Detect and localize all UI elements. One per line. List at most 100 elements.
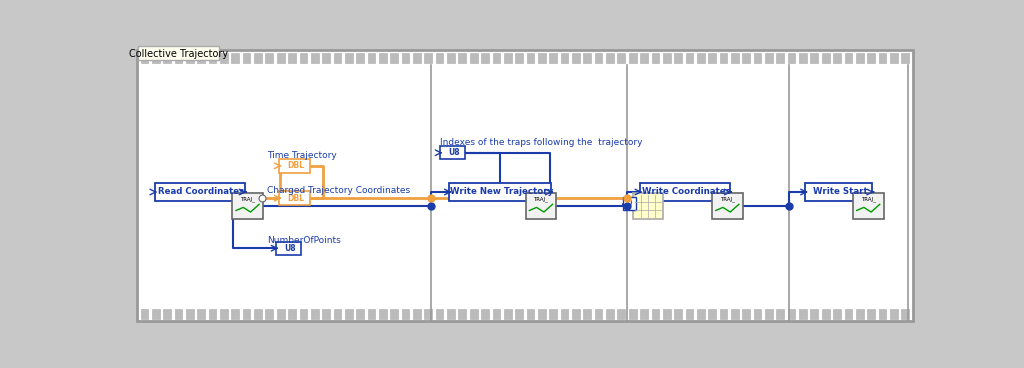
FancyBboxPatch shape xyxy=(280,191,310,205)
Bar xyxy=(595,309,602,319)
Bar xyxy=(288,53,296,63)
FancyBboxPatch shape xyxy=(276,242,301,255)
FancyBboxPatch shape xyxy=(640,183,730,201)
Bar xyxy=(686,53,693,63)
FancyBboxPatch shape xyxy=(232,193,263,219)
Bar xyxy=(765,53,773,63)
FancyBboxPatch shape xyxy=(853,193,884,219)
Bar xyxy=(663,53,671,63)
Bar xyxy=(424,309,432,319)
Bar xyxy=(640,53,648,63)
Bar xyxy=(356,53,364,63)
Bar xyxy=(799,309,807,319)
Text: Indexes of the traps following the  trajectory: Indexes of the traps following the traje… xyxy=(440,138,643,147)
Bar xyxy=(595,53,602,63)
Bar xyxy=(538,53,546,63)
Bar xyxy=(651,53,659,63)
Bar xyxy=(549,309,557,319)
Bar xyxy=(890,53,898,63)
Bar xyxy=(799,53,807,63)
Bar xyxy=(754,53,762,63)
Bar xyxy=(186,309,194,319)
Bar xyxy=(776,53,784,63)
Bar xyxy=(526,309,535,319)
Bar xyxy=(198,53,205,63)
Bar xyxy=(493,309,501,319)
Bar xyxy=(424,53,432,63)
Bar xyxy=(879,53,887,63)
Bar xyxy=(413,309,421,319)
Text: Write Start: Write Start xyxy=(813,188,868,197)
Bar xyxy=(515,309,523,319)
Bar xyxy=(481,309,488,319)
Bar xyxy=(401,309,410,319)
Bar xyxy=(345,53,352,63)
Bar xyxy=(674,53,682,63)
FancyBboxPatch shape xyxy=(137,50,912,321)
Bar xyxy=(356,309,364,319)
Bar xyxy=(311,53,318,63)
Bar xyxy=(606,309,613,319)
Bar xyxy=(834,309,841,319)
Bar xyxy=(379,53,387,63)
FancyBboxPatch shape xyxy=(450,183,551,201)
Bar xyxy=(697,309,705,319)
Text: U8: U8 xyxy=(284,244,296,253)
Bar xyxy=(572,53,580,63)
Bar xyxy=(856,309,863,319)
Bar xyxy=(368,309,376,319)
Bar xyxy=(697,53,705,63)
Bar xyxy=(140,309,148,319)
Bar xyxy=(617,309,626,319)
Bar xyxy=(243,53,251,63)
Bar xyxy=(220,53,227,63)
Text: Write New Trajectory: Write New Trajectory xyxy=(451,188,553,197)
Bar xyxy=(901,309,909,319)
Bar xyxy=(561,53,568,63)
Text: Collective Trajectory: Collective Trajectory xyxy=(129,49,228,59)
FancyBboxPatch shape xyxy=(633,193,664,219)
Bar xyxy=(538,309,546,319)
Text: TRAJ_: TRAJ_ xyxy=(720,196,735,202)
Bar xyxy=(254,309,262,319)
Bar xyxy=(549,53,557,63)
Bar xyxy=(504,53,512,63)
Bar xyxy=(470,309,477,319)
Bar xyxy=(220,309,227,319)
Bar xyxy=(640,309,648,319)
Bar xyxy=(810,309,818,319)
Bar xyxy=(209,53,216,63)
Bar xyxy=(379,309,387,319)
Bar xyxy=(186,53,194,63)
Bar xyxy=(709,53,716,63)
Bar xyxy=(731,309,738,319)
Bar xyxy=(390,53,398,63)
Bar xyxy=(447,309,455,319)
Bar xyxy=(787,53,796,63)
Bar xyxy=(572,309,580,319)
Bar xyxy=(845,53,852,63)
Bar xyxy=(459,53,466,63)
FancyBboxPatch shape xyxy=(525,193,556,219)
Text: TRAJ_: TRAJ_ xyxy=(861,196,876,202)
Bar xyxy=(436,309,443,319)
Bar xyxy=(720,53,727,63)
Bar xyxy=(300,53,307,63)
Bar xyxy=(265,309,273,319)
Bar xyxy=(856,53,863,63)
Text: Read Coordinates: Read Coordinates xyxy=(159,188,245,197)
Bar xyxy=(890,309,898,319)
Bar xyxy=(447,53,455,63)
FancyBboxPatch shape xyxy=(623,197,637,210)
FancyBboxPatch shape xyxy=(806,183,872,201)
Bar xyxy=(663,309,671,319)
Bar xyxy=(584,53,591,63)
Bar xyxy=(345,309,352,319)
Bar xyxy=(311,309,318,319)
Bar xyxy=(879,309,887,319)
Bar xyxy=(754,309,762,319)
Text: U8: U8 xyxy=(449,148,460,157)
Bar xyxy=(198,309,205,319)
Text: DBL: DBL xyxy=(288,161,304,170)
Bar xyxy=(765,309,773,319)
